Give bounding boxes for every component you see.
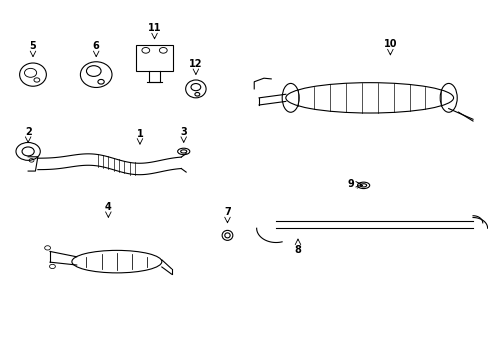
Text: 3: 3	[180, 127, 187, 137]
Text: 1: 1	[136, 129, 143, 139]
Text: 2: 2	[25, 127, 31, 137]
Text: 4: 4	[105, 202, 111, 212]
Text: 11: 11	[147, 23, 161, 33]
Text: 12: 12	[189, 59, 202, 69]
Text: 9: 9	[346, 179, 353, 189]
Text: 8: 8	[294, 245, 301, 255]
Text: 7: 7	[224, 207, 230, 217]
Text: 10: 10	[383, 39, 396, 49]
Text: 6: 6	[93, 41, 100, 51]
Text: 5: 5	[30, 41, 36, 51]
